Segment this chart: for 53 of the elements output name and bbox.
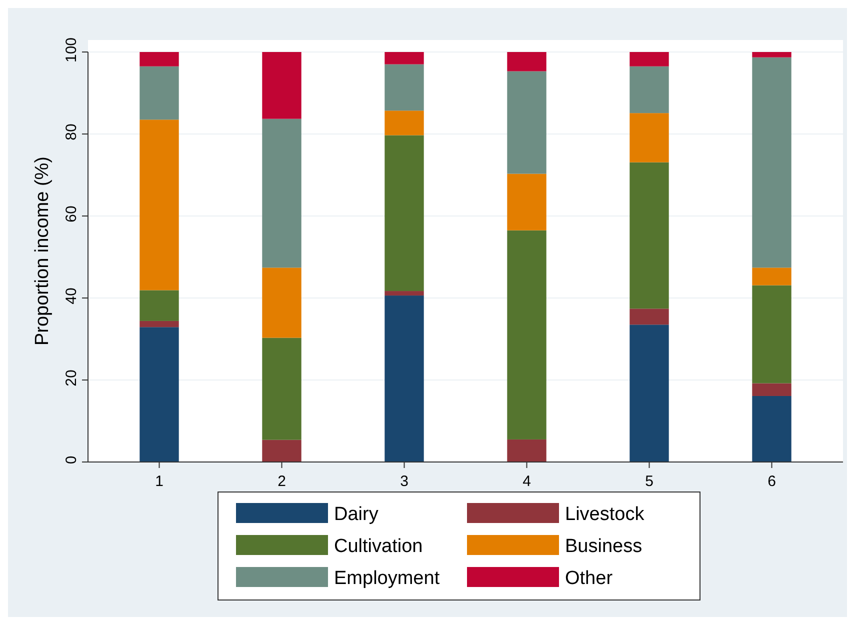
bar <box>262 118 302 268</box>
x-tick-label: 3 <box>400 473 408 490</box>
bar <box>262 338 302 440</box>
bar <box>507 71 546 174</box>
bar <box>384 291 424 296</box>
legend-label: Other <box>565 568 614 589</box>
bar <box>630 113 669 162</box>
bar <box>507 230 546 440</box>
y-tick-label: 20 <box>63 370 80 386</box>
bar <box>140 66 179 120</box>
bar <box>507 439 546 462</box>
bar <box>384 135 424 292</box>
legend-label: Dairy <box>334 504 379 525</box>
bar <box>262 268 302 338</box>
x-tick-label: 1 <box>155 473 164 490</box>
bar <box>752 285 792 384</box>
bar <box>630 66 669 114</box>
y-tick-label: 60 <box>63 206 80 222</box>
y-tick-label: 40 <box>63 288 80 304</box>
bar <box>752 396 792 462</box>
y-tick-label: 0 <box>63 456 80 464</box>
bar <box>140 120 179 290</box>
legend-label: Livestock <box>565 504 645 525</box>
bar <box>630 308 669 325</box>
y-tick-label: 100 <box>63 37 80 63</box>
bar <box>140 290 179 321</box>
x-tick-label: 4 <box>522 473 531 490</box>
bar <box>507 52 546 72</box>
x-tick-label: 5 <box>645 473 654 490</box>
x-tick-label: 2 <box>278 473 286 490</box>
bar <box>384 64 424 111</box>
bar <box>262 52 302 119</box>
legend-label: Business <box>565 536 642 557</box>
bar <box>384 296 424 462</box>
y-axis-title: Proportion income (%) <box>32 156 53 346</box>
legend-label: Cultivation <box>334 536 423 557</box>
bar <box>140 320 179 328</box>
bar <box>507 174 546 230</box>
bar <box>140 52 179 66</box>
y-tick-label: 80 <box>63 124 80 140</box>
bar <box>752 52 792 58</box>
bar <box>752 57 792 268</box>
bar <box>630 52 669 66</box>
bar <box>262 440 302 462</box>
bar <box>140 327 179 462</box>
bar <box>384 110 424 136</box>
bar <box>752 383 792 396</box>
bar <box>630 324 669 462</box>
bar <box>630 162 669 309</box>
x-tick-label: 6 <box>768 473 776 490</box>
bar <box>384 52 424 64</box>
legend-label: Employment <box>334 568 440 589</box>
bar <box>752 268 792 286</box>
